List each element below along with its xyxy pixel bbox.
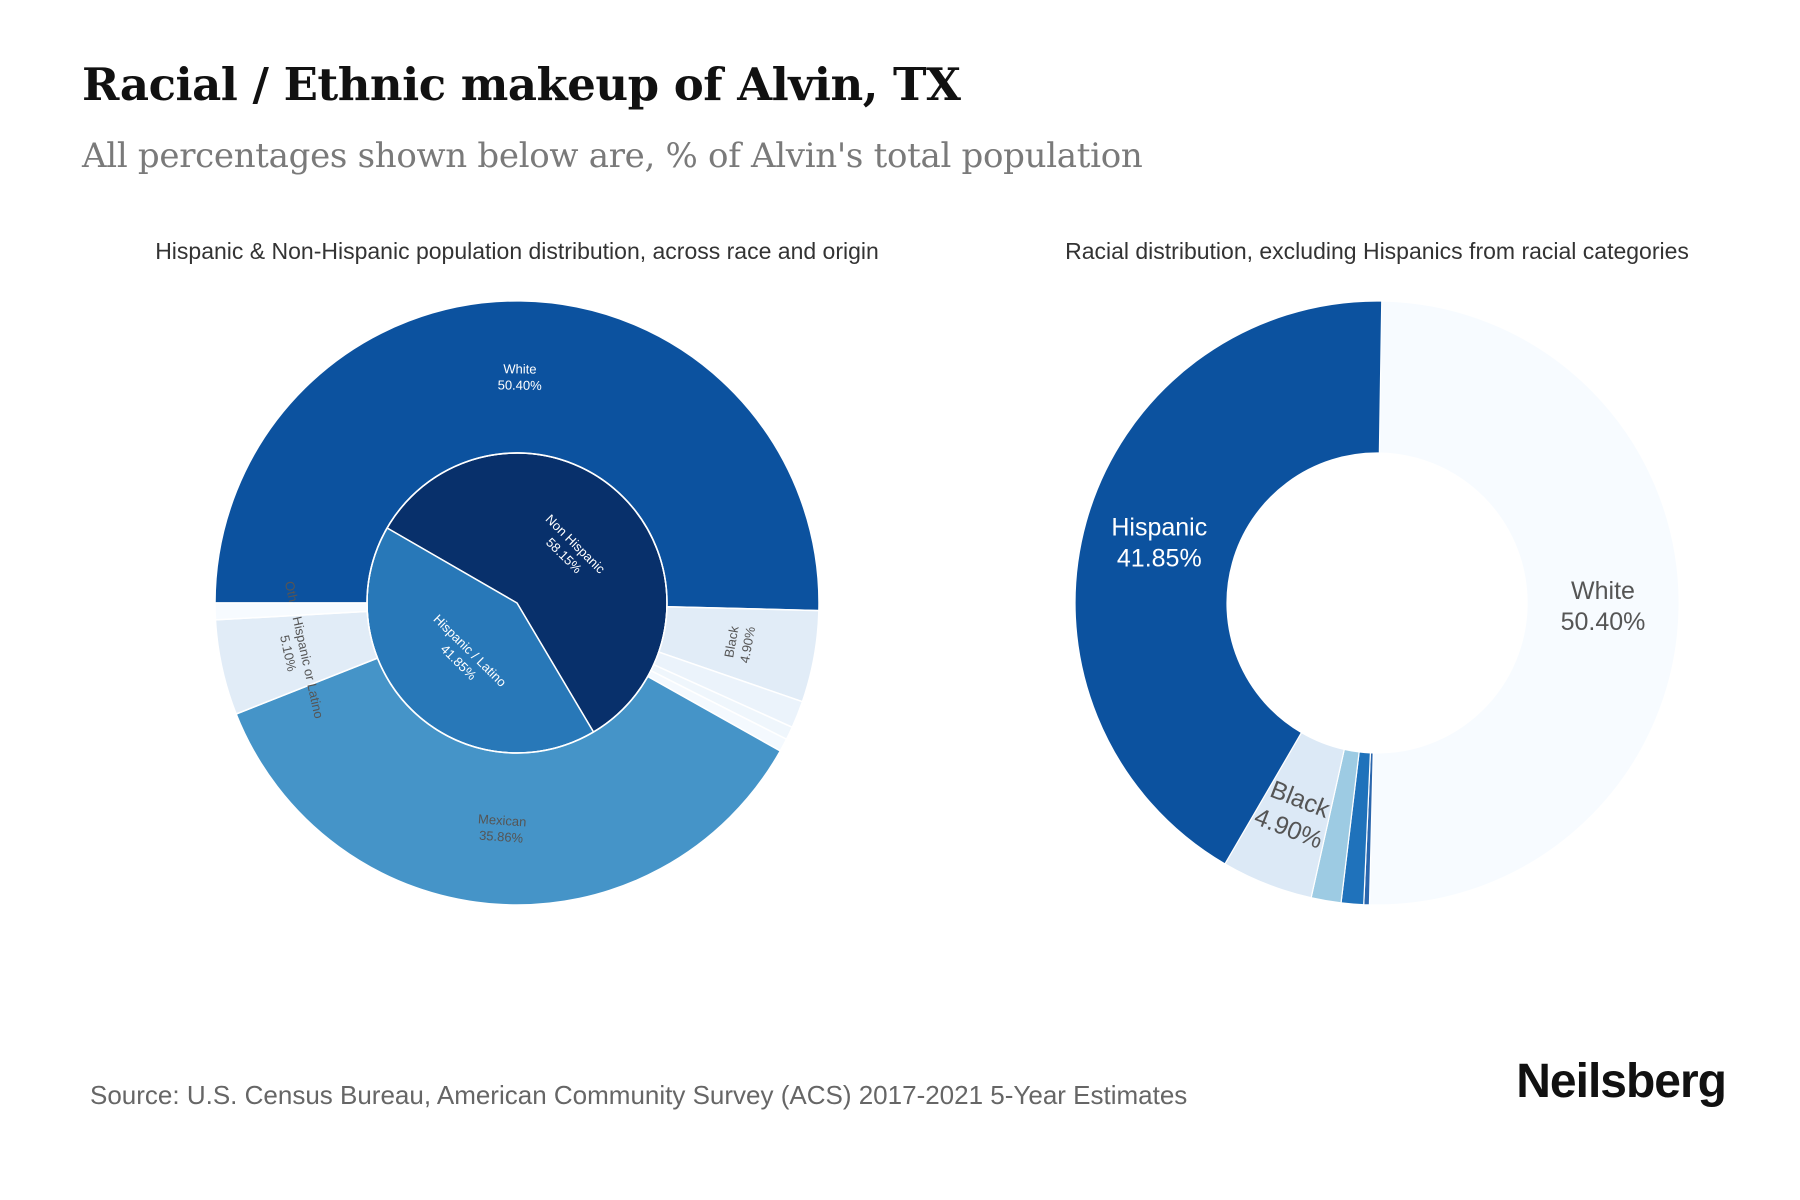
outer-slice-label: Mexican — [478, 811, 527, 829]
outer-slice-label: Black — [721, 624, 742, 658]
donut-slice-value: 50.40% — [1561, 608, 1646, 636]
donut-slice-text-white: White 50.40% — [1561, 577, 1646, 636]
outer-slice-text-black: Black4.90% — [721, 622, 758, 664]
donut-slice-value: 41.85% — [1117, 545, 1202, 573]
donut-slice-white — [1368, 300, 1680, 906]
outer-slice-value: 4.90% — [737, 625, 758, 664]
donut-slice-hispanic — [1074, 300, 1383, 865]
sunburst-chart-title: Hispanic & Non-Hispanic population distr… — [155, 238, 879, 264]
page-subtitle: All percentages shown below are, % of Al… — [82, 136, 1143, 176]
donut-slice-text-hispanic: Hispanic 41.85% — [1111, 513, 1207, 572]
donut-slice-label: Hispanic — [1111, 513, 1207, 541]
donut-chart: White 50.40%Black4.90%Hispanic 41.85% — [1074, 300, 1680, 906]
source-note: Source: U.S. Census Bureau, American Com… — [90, 1080, 1188, 1110]
outer-slice-value: 50.40% — [498, 377, 543, 393]
donut-slice-label: White — [1571, 577, 1635, 605]
sunburst-chart: Non Hispanic58.15%Hispanic / Latino41.85… — [214, 300, 820, 906]
page-title: Racial / Ethnic makeup of Alvin, TX — [82, 58, 961, 111]
outer-slice-text-white: White50.40% — [498, 361, 543, 393]
brand-logo: Neilsberg — [1516, 1055, 1727, 1108]
outer-slice-text-mexican: Mexican35.86% — [476, 811, 526, 846]
outer-slice-value: 35.86% — [479, 828, 524, 846]
ring-divider — [366, 452, 668, 754]
donut-chart-title: Racial distribution, excluding Hispanics… — [1065, 238, 1689, 264]
outer-slice-label: White — [503, 361, 536, 376]
